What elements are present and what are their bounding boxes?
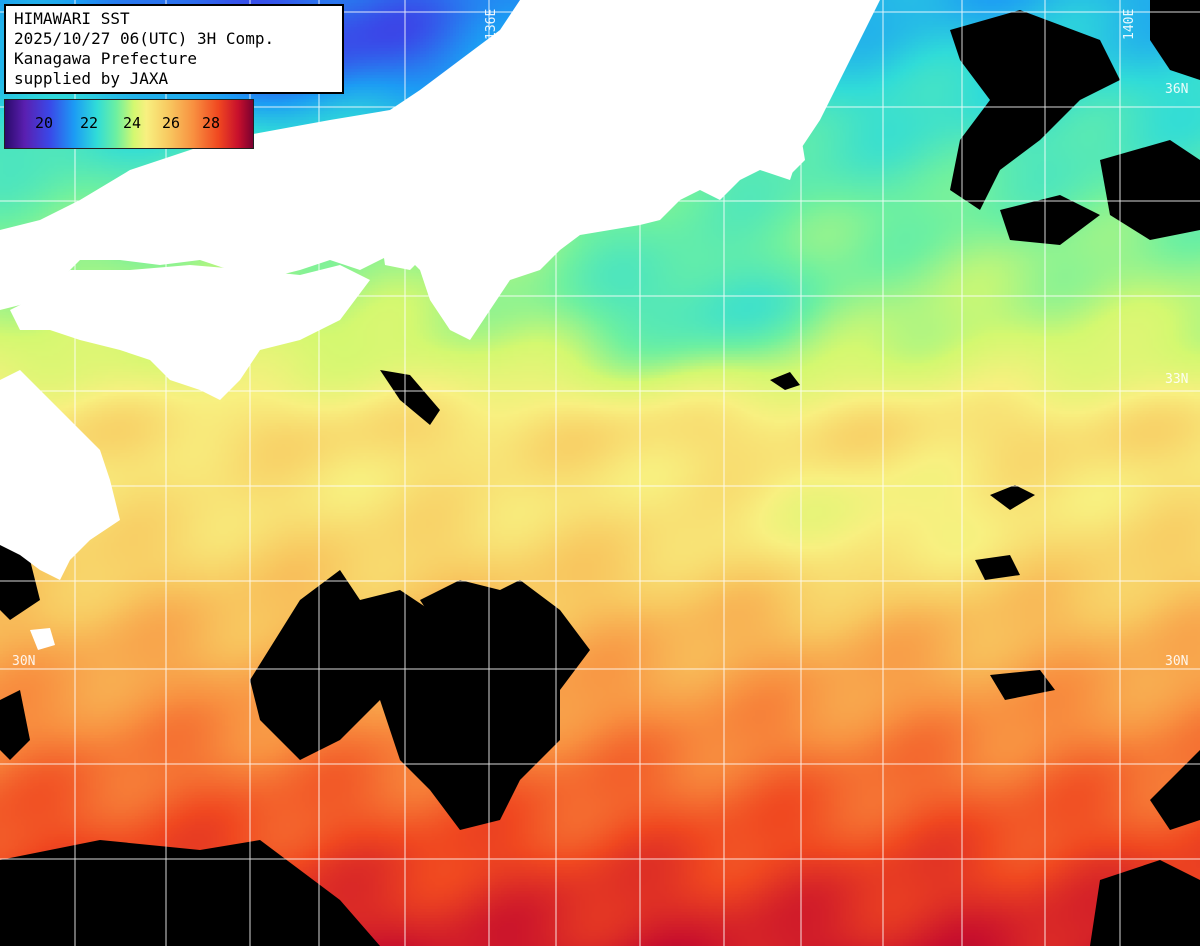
legend-tick-24: 24 xyxy=(123,114,142,132)
title-line-4: supplied by JAXA xyxy=(14,69,169,88)
title-box: HIMAWARI SST 2025/10/27 06(UTC) 3H Comp.… xyxy=(4,4,344,94)
lat-label-30n-right: 30N xyxy=(1165,654,1189,669)
legend-tick-28: 28 xyxy=(202,114,221,132)
legend-tick-20: 20 xyxy=(35,114,54,132)
title-line-3: Kanagawa Prefecture xyxy=(14,49,198,68)
legend-tick-26: 26 xyxy=(162,114,181,132)
lat-label-30n-left: 30N xyxy=(12,654,36,669)
legend-tick-22: 22 xyxy=(80,114,99,132)
land-mask xyxy=(0,0,880,650)
lat-label-33n: 33N xyxy=(1165,372,1189,387)
title-line-1: HIMAWARI SST xyxy=(14,9,130,28)
lat-label-36n: 36N xyxy=(1165,82,1189,97)
lon-label-140e: 140E xyxy=(1122,8,1137,40)
color-legend: 20 22 24 26 28 xyxy=(4,99,254,149)
title-line-2: 2025/10/27 06(UTC) 3H Comp. xyxy=(14,29,275,48)
lon-label-136e: 136E xyxy=(484,8,499,40)
